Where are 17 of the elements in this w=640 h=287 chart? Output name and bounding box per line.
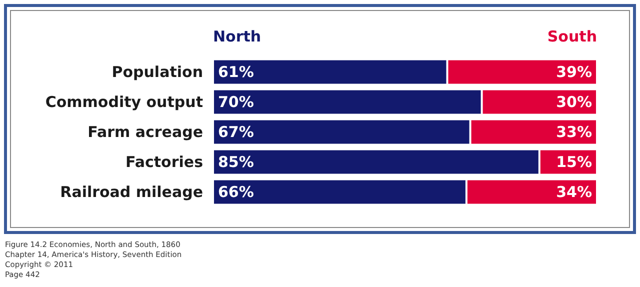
data-label: 39% (556, 63, 592, 81)
y-tick-label: Factories (126, 153, 204, 171)
data-label: 33% (556, 123, 592, 141)
data-label: 15% (556, 153, 592, 171)
data-label: 70% (218, 93, 254, 111)
y-tick-label: Population (112, 63, 203, 81)
y-tick-label: Farm acreage (88, 123, 203, 141)
data-label: 85% (218, 153, 254, 171)
series-label: North (213, 28, 262, 46)
data-label: 66% (218, 183, 254, 201)
y-tick-label: Railroad mileage (60, 183, 203, 201)
data-label: 67% (218, 123, 254, 141)
series-label: South (547, 28, 598, 46)
y-tick-label: Commodity output (45, 93, 203, 111)
data-label: 34% (556, 183, 592, 201)
data-label: 61% (218, 63, 254, 81)
data-label: 30% (556, 93, 592, 111)
